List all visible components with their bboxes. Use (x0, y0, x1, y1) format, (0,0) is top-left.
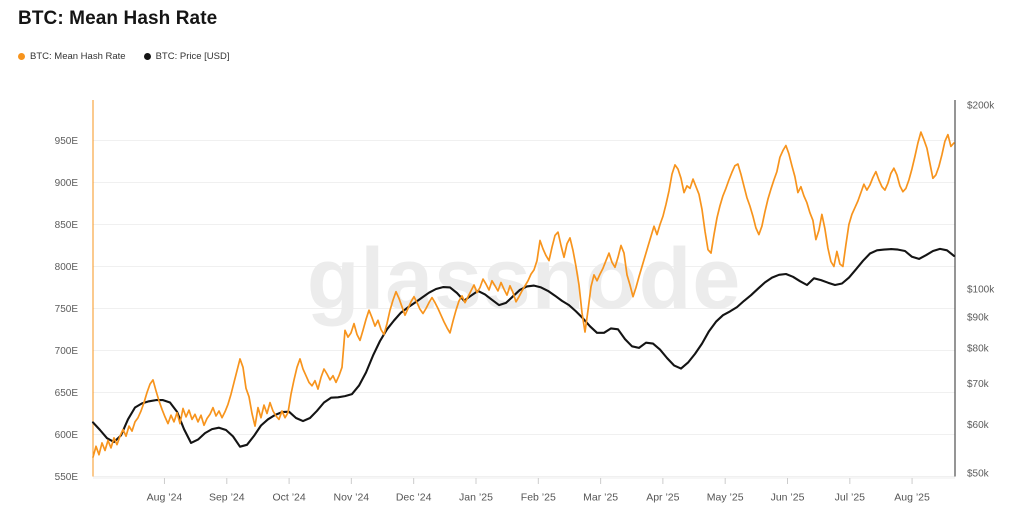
x-tick-label: Jul ’25 (835, 492, 866, 504)
y-left-tick-label: 900E (55, 178, 79, 189)
x-tick-label: Nov ’24 (334, 492, 370, 504)
y-left-tick-label: 700E (55, 346, 79, 357)
legend: BTC: Mean Hash Rate BTC: Price [USD] (18, 51, 229, 62)
y-left-tick-label: 850E (55, 220, 79, 231)
legend-label-price-usd: BTC: Price [USD] (155, 51, 230, 62)
series-line-btc-mean-hash-rate[interactable] (92, 131, 955, 459)
y-left-tick-label: 750E (55, 304, 79, 315)
x-tick-label: Aug ’25 (894, 492, 930, 504)
y-right-tick-label: $80k (967, 344, 990, 355)
watermark-text: glassnode (307, 231, 741, 327)
y-left-tick-label: 800E (55, 262, 79, 273)
legend-item-price-usd[interactable]: BTC: Price [USD] (143, 51, 230, 62)
x-tick-label: Feb ’25 (521, 492, 556, 504)
legend-dot-price-icon (143, 53, 151, 60)
y-left-tick-label: 600E (55, 430, 79, 441)
x-tick-label: May ’25 (707, 492, 744, 504)
x-tick-label: Apr ’25 (646, 492, 679, 504)
y-left-tick-label: 550E (55, 472, 79, 483)
legend-item-mean-hash-rate[interactable]: BTC: Mean Hash Rate (18, 51, 126, 62)
x-tick-label: Aug ’24 (147, 492, 183, 504)
chart-header: BTC: Mean Hash Rate (18, 8, 217, 30)
x-tick-label: Dec ’24 (396, 492, 432, 504)
y-right-tick-label: $200k (967, 101, 995, 112)
legend-dot-hash-rate-icon (18, 53, 25, 60)
legend-label-mean-hash-rate: BTC: Mean Hash Rate (30, 51, 126, 62)
y-right-tick-label: $90k (967, 312, 990, 323)
y-right-tick-label: $70k (967, 379, 990, 390)
y-right-tick-label: $50k (967, 469, 990, 480)
x-tick-label: Sep ’24 (209, 492, 245, 504)
y-right-tick-label: $100k (967, 285, 995, 296)
x-tick-label: Mar ’25 (583, 492, 618, 504)
y-left-tick-label: 650E (55, 388, 79, 399)
x-tick-label: Oct ’24 (272, 492, 305, 504)
chart-title: BTC: Mean Hash Rate (18, 8, 218, 29)
y-right-tick-label: $60k (967, 420, 990, 431)
x-tick-label: Jan ’25 (459, 492, 493, 504)
x-tick-label: Jun ’25 (771, 492, 805, 504)
y-left-tick-label: 950E (55, 136, 79, 147)
